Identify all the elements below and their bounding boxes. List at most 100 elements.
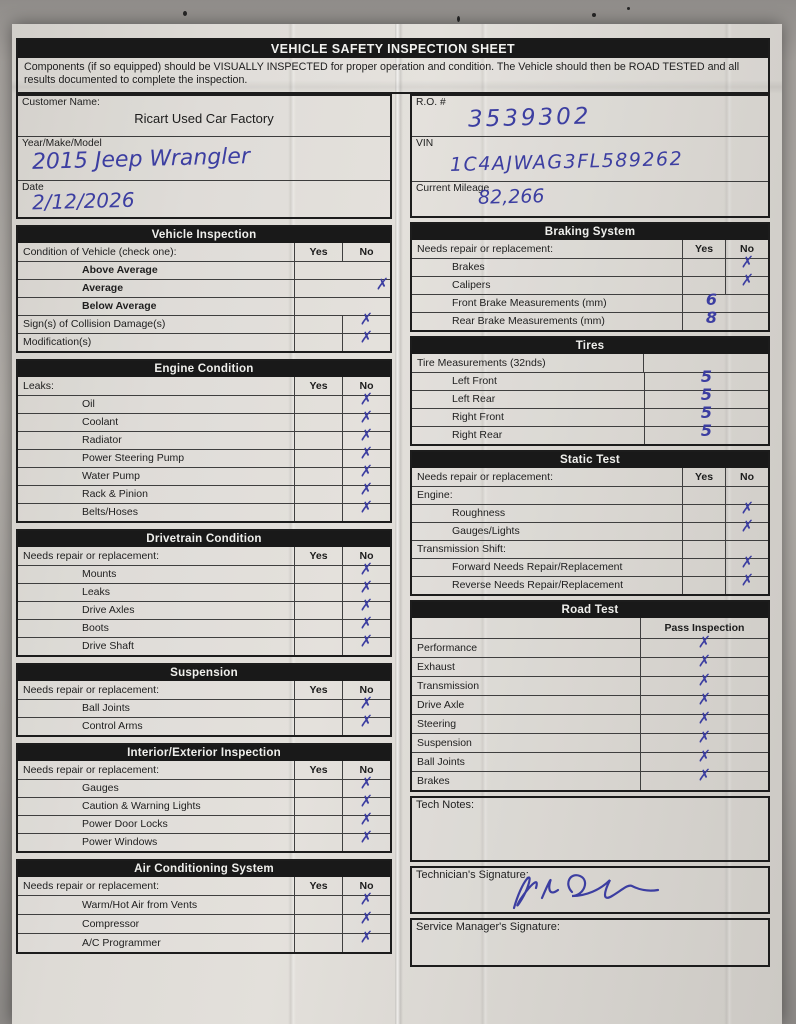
table-row: Performance ✗	[412, 632, 768, 657]
handwritten-value: 8	[705, 308, 718, 328]
subheader-label: Needs repair or replacement:	[23, 683, 159, 696]
no-cell: ✗	[342, 327, 390, 351]
row-label: Performance	[417, 641, 478, 654]
yes-cell	[294, 699, 342, 717]
date-label: Date	[22, 181, 44, 193]
pass-cell: ✗	[640, 708, 768, 733]
pass-cell: ✗	[640, 765, 768, 790]
table-header-row: Needs repair or replacement: Yes No	[18, 760, 390, 779]
no-cell: ✗	[342, 595, 390, 619]
table-row: Power Steering Pump ✗	[18, 443, 390, 467]
yes-cell	[294, 619, 342, 637]
check-mark: ✗	[697, 632, 712, 653]
row-label: Left Front	[452, 375, 497, 388]
no-column-header: No	[342, 760, 390, 779]
row-label: Rear Brake Measurements (mm)	[452, 315, 605, 328]
empty-cell	[412, 618, 640, 638]
section-vehicle-inspection: Vehicle Inspection Condition of Vehicle …	[16, 224, 392, 353]
no-cell: ✗	[725, 552, 768, 576]
yes-column-header: Yes	[294, 376, 342, 395]
table-row: Drive Shaft ✗	[18, 631, 390, 655]
no-cell: ✗	[342, 908, 390, 933]
row-label: Belts/Hoses	[82, 506, 139, 519]
check-mark: ✗	[359, 710, 374, 731]
date-handwritten: 2/12/2026	[31, 187, 135, 215]
row-label: Average	[82, 282, 124, 295]
row-label: Water Pump	[82, 470, 140, 483]
no-cell: ✗	[342, 389, 390, 413]
row-label: Sign(s) of Collision Damage(s)	[23, 318, 166, 331]
check-mark: ✗	[359, 326, 374, 347]
pass-cell: ✗	[640, 689, 768, 714]
handwritten-value: 5	[700, 421, 713, 441]
yes-cell	[294, 717, 342, 735]
check-mark: ✗	[359, 442, 374, 463]
pass-cell: ✗	[640, 632, 768, 657]
row-label: Engine:	[417, 489, 453, 502]
check-mark: ✗	[740, 569, 754, 590]
yes-cell	[294, 413, 342, 431]
form-title: VEHICLE SAFETY INSPECTION SHEET	[18, 40, 768, 58]
check-mark: ✗	[740, 551, 754, 572]
no-cell	[725, 540, 768, 558]
row-label: A/C Programmer	[82, 936, 161, 949]
table-row: Caution & Warning Lights ✗	[18, 791, 390, 815]
row-label: Forward Needs Repair/Replacement	[452, 561, 623, 574]
no-cell: ✗	[342, 809, 390, 833]
customer-name-field: Customer Name: Ricart Used Car Factory	[18, 96, 390, 136]
row-label: Suspension	[417, 736, 472, 749]
table-row: Drive Axles ✗	[18, 595, 390, 619]
table-header-row: Tire Measurements (32nds)	[412, 353, 768, 372]
measurement-cell: 8	[682, 308, 768, 330]
row-label: Below Average	[82, 300, 157, 313]
check-cell: ✗	[294, 274, 390, 297]
yes-cell	[294, 583, 342, 601]
table-row: Belts/Hoses ✗	[18, 497, 390, 521]
no-cell: ✗	[342, 889, 390, 914]
check-mark: ✗	[359, 558, 374, 579]
no-column-header: No	[342, 242, 390, 261]
photo-speck	[457, 16, 460, 22]
yes-cell	[294, 315, 342, 333]
section-title: Engine Condition	[18, 360, 390, 377]
inspection-form: VEHICLE SAFETY INSPECTION SHEET Componen…	[16, 38, 770, 971]
yes-column-header: Yes	[682, 467, 725, 486]
form-instructions: Components (if so equipped) should be VI…	[24, 61, 740, 87]
check-mark: ✗	[359, 388, 374, 409]
handwritten-value: 5	[700, 403, 713, 423]
table-row: Sign(s) of Collision Damage(s) ✗	[18, 309, 390, 333]
no-cell: ✗	[725, 252, 768, 276]
pass-cell: ✗	[640, 746, 768, 771]
form-header: VEHICLE SAFETY INSPECTION SHEET Componen…	[16, 38, 770, 94]
section-braking-system: Braking System Needs repair or replaceme…	[410, 221, 770, 332]
section-title: Road Test	[412, 601, 768, 618]
table-header-row: Needs repair or replacement: Yes No	[18, 546, 390, 565]
photo-speck	[627, 7, 630, 10]
table-row: Power Windows ✗	[18, 827, 390, 851]
no-cell: ✗	[342, 461, 390, 485]
manager-signature-label: Service Manager's Signature:	[416, 920, 560, 933]
table-row: Warm/Hot Air from Vents ✗	[18, 889, 390, 914]
table-header-row: Condition of Vehicle (check one): Yes No	[18, 242, 390, 261]
row-label: Ball Joints	[417, 755, 465, 768]
year-make-model-label: Year/Make/Model	[22, 137, 102, 149]
yes-cell	[682, 504, 725, 522]
check-mark: ✗	[359, 772, 374, 793]
row-label: Transmission Shift:	[417, 543, 506, 556]
table-header-row: Needs repair or replacement: Yes No	[18, 876, 390, 895]
no-cell: ✗	[342, 497, 390, 521]
subheader-label: Tire Measurements (32nds)	[412, 353, 644, 372]
ro-number-field: R.O. # 3539302	[412, 96, 768, 136]
section-title: Suspension	[18, 664, 390, 681]
row-label: Drive Axle	[417, 698, 465, 711]
table-row: Average ✗	[18, 274, 390, 297]
table-row: Right Rear 5	[412, 421, 768, 444]
table-row: Steering ✗	[412, 708, 768, 733]
mileage-handwritten: 82,266	[477, 184, 545, 209]
row-label: Leaks	[82, 586, 111, 599]
no-cell: ✗	[725, 270, 768, 294]
no-cell: ✗	[342, 407, 390, 431]
technician-signature-box: Technician's Signature:	[410, 865, 770, 914]
table-row: Control Arms ✗	[18, 711, 390, 735]
subheader-label: Leaks:	[23, 379, 54, 392]
